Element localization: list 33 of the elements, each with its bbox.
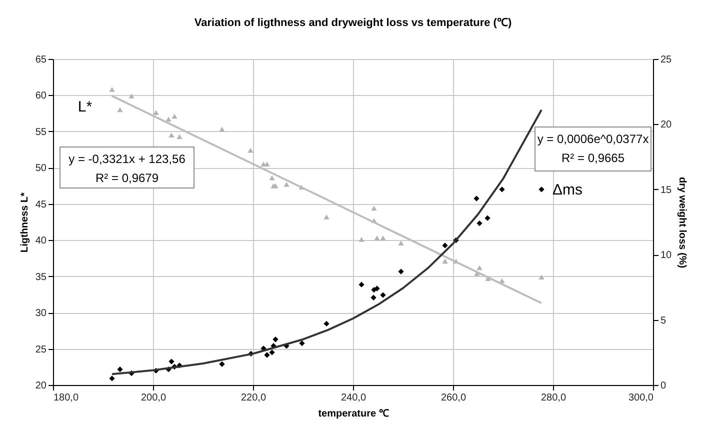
y-tick-label: 25 <box>35 344 47 356</box>
y-tick-label: 20 <box>35 380 47 392</box>
series-label: Δms <box>552 181 583 198</box>
series-label: L* <box>78 98 92 116</box>
y2-tick-label: 5 <box>660 315 666 326</box>
x-tick-label: 260,0 <box>440 392 466 404</box>
y-tick-label: 60 <box>35 90 47 102</box>
x-axis-title: temperature ℃ <box>318 408 389 420</box>
x-tick-label: 180,0 <box>54 392 79 404</box>
y2-tick-label: 0 <box>660 380 666 392</box>
annotation: y = 0,0006e^0,0377x <box>537 132 649 146</box>
annotation: R² = 0,9679 <box>95 171 159 185</box>
x-tick-label: 280,0 <box>540 392 566 404</box>
x-tick-label: 220,0 <box>240 392 266 404</box>
y-tick-label: 40 <box>35 236 47 247</box>
y-tick-label: 65 <box>35 54 47 66</box>
x-tick-label: 300,0 <box>628 392 654 404</box>
y-tick-label: 55 <box>35 126 47 138</box>
annotation: y = -0,3321x + 123,56 <box>68 152 186 166</box>
y2-tick-label: 10 <box>660 250 672 262</box>
y2-axis-title: dry weight loss (%) <box>676 176 688 268</box>
y-tick-label: 30 <box>35 308 47 320</box>
x-tick-label: 200,0 <box>140 392 166 404</box>
y-axis-title: Ligthness L* <box>19 192 30 253</box>
chart-title: Variation of ligthness and dryweight loss vs temperature (℃) <box>194 17 512 29</box>
y-tick-label: 50 <box>35 163 47 174</box>
x-tick-label: 240,0 <box>340 392 366 404</box>
y2-tick-label: 25 <box>660 54 672 66</box>
y-tick-label: 45 <box>35 199 47 210</box>
y2-tick-label: 20 <box>660 120 672 131</box>
y-tick-label: 35 <box>35 272 47 283</box>
y2-tick-label: 15 <box>660 184 672 196</box>
annotation: R² = 0,9665 <box>561 151 625 165</box>
